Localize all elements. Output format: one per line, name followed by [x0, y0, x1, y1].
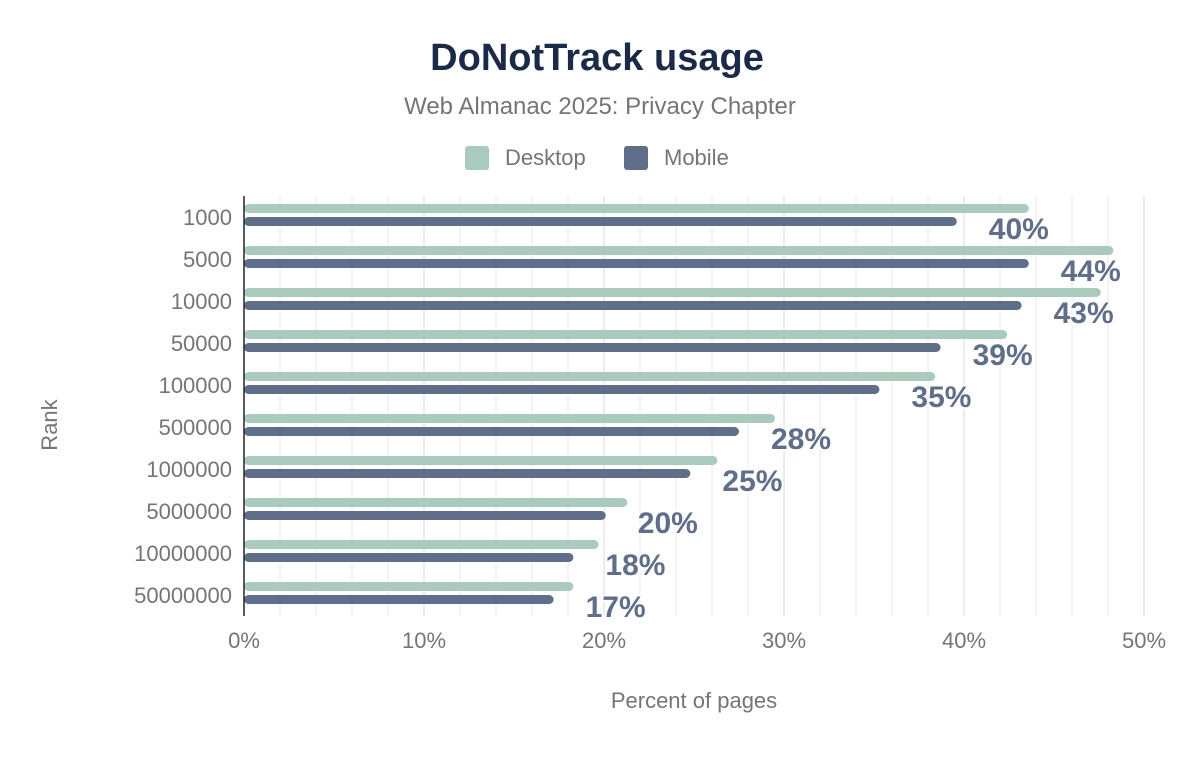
bar-mobile — [244, 469, 691, 478]
bar-desktop — [244, 498, 628, 507]
y-tick-label: 100000 — [159, 373, 232, 398]
bar-desktop — [244, 456, 718, 465]
y-tick-label: 500000 — [159, 415, 232, 440]
bar-desktop — [244, 372, 936, 381]
bar-mobile — [244, 595, 554, 604]
bar-desktop — [244, 204, 1029, 213]
bar-desktop — [244, 330, 1008, 339]
data-label: 25% — [722, 465, 782, 498]
y-tick-label: 10000000 — [134, 541, 232, 566]
y-tick-label: 10000 — [171, 289, 232, 314]
bar-desktop — [244, 288, 1101, 297]
data-label: 40% — [989, 213, 1049, 246]
chart-subtitle: Web Almanac 2025: Privacy Chapter — [404, 93, 796, 120]
data-label: 35% — [911, 381, 971, 414]
data-label: 20% — [638, 507, 698, 540]
data-label: 39% — [973, 339, 1033, 372]
bar-desktop — [244, 582, 574, 591]
legend-swatch-desktop — [465, 146, 489, 170]
data-label: 28% — [771, 423, 831, 456]
legend: Desktop Mobile — [465, 145, 729, 170]
y-tick-label: 1000000 — [146, 457, 232, 482]
bar-mobile — [244, 343, 941, 352]
y-tick-label: 50000000 — [134, 583, 232, 608]
y-tick-label: 50000 — [171, 331, 232, 356]
bar-desktop — [244, 540, 599, 549]
y-tick-label: 5000 — [183, 247, 232, 272]
bar-mobile — [244, 553, 574, 562]
bar-mobile — [244, 301, 1022, 310]
bar-desktop — [244, 246, 1114, 255]
bar-mobile — [244, 511, 606, 520]
x-tick-label: 0% — [228, 628, 260, 653]
x-tick-label: 20% — [582, 628, 626, 653]
x-tick-label: 40% — [942, 628, 986, 653]
bar-mobile — [244, 427, 739, 436]
data-label: 18% — [605, 549, 665, 582]
legend-label-mobile: Mobile — [664, 145, 729, 170]
x-tick-label: 50% — [1122, 628, 1166, 653]
bar-mobile — [244, 259, 1029, 268]
bar-mobile — [244, 217, 957, 226]
y-axis-title: Rank — [37, 398, 62, 450]
legend-label-desktop: Desktop — [505, 145, 586, 170]
legend-swatch-mobile — [624, 146, 648, 170]
x-axis-title: Percent of pages — [611, 688, 777, 713]
data-label: 44% — [1061, 255, 1121, 288]
chart-title: DoNotTrack usage — [430, 37, 764, 79]
y-tick-label: 1000 — [183, 205, 232, 230]
data-label: 17% — [586, 591, 646, 624]
bar-desktop — [244, 414, 775, 423]
data-label: 43% — [1054, 297, 1114, 330]
y-tick-label: 5000000 — [146, 499, 232, 524]
x-tick-label: 30% — [762, 628, 806, 653]
x-tick-label: 10% — [402, 628, 446, 653]
bar-mobile — [244, 385, 880, 394]
